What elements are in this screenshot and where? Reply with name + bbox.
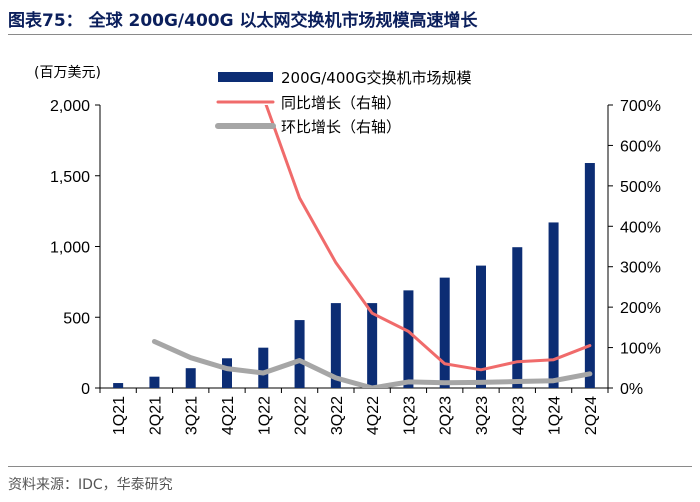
- line-series: [151, 105, 593, 388]
- bar: [222, 358, 232, 388]
- x-tick-label: 4Q21: [220, 396, 237, 435]
- legend-item-yoy-label: 同比增长（右轴）: [281, 94, 401, 112]
- x-tick-label: 1Q21: [111, 396, 128, 435]
- bar: [113, 383, 124, 388]
- left-tick-label: 1,000: [50, 240, 90, 257]
- left-axis-unit: (百万美元): [34, 65, 101, 81]
- bar: [185, 368, 196, 388]
- left-tick-label: 1,500: [50, 169, 90, 186]
- axes: [95, 104, 613, 393]
- right-tick-label: 700%: [620, 98, 661, 115]
- left-tick-label: 2,000: [50, 98, 90, 115]
- x-tick-label: 1Q23: [401, 396, 418, 435]
- bar: [439, 277, 450, 388]
- bar: [367, 303, 378, 388]
- bar: [330, 303, 341, 388]
- x-tick-label: 4Q23: [510, 396, 527, 435]
- legend-item-market-size-swatch: [218, 72, 273, 82]
- right-tick-label: 300%: [620, 260, 661, 277]
- right-tick-label: 0%: [620, 381, 643, 398]
- x-tick-label: 2Q24: [583, 396, 600, 435]
- bar: [294, 320, 305, 388]
- tick-labels: 0 500 1,000 1,500 2,000 0% 100% 200% 300% 400% 500…: [50, 98, 661, 435]
- x-tick-label: 2Q23: [438, 396, 455, 435]
- bar: [584, 163, 595, 388]
- x-tick-label: 2Q22: [293, 396, 310, 435]
- x-tick-label: 3Q21: [184, 396, 201, 435]
- legend-item-qoq-label: 环比增长（右轴）: [281, 118, 401, 136]
- right-tick-label: 100%: [620, 341, 661, 358]
- right-tick-label: 400%: [620, 219, 661, 236]
- bar: [548, 222, 559, 388]
- x-tick-label: 1Q24: [547, 396, 564, 435]
- bar: [476, 265, 486, 388]
- x-tick-label: 3Q23: [474, 396, 491, 435]
- bar: [403, 290, 414, 388]
- chart-title: 图表75： 全球 200G/400G 以太网交换机市场规模高速增长: [8, 11, 478, 31]
- source-note: 资料来源：IDC，华泰研究: [8, 477, 173, 493]
- bar: [149, 376, 160, 388]
- x-tick-label: 4Q22: [365, 396, 382, 435]
- bar: [258, 347, 269, 388]
- qoq-growth-line: [151, 339, 593, 388]
- right-tick-label: 200%: [620, 300, 661, 317]
- bar: [512, 247, 523, 388]
- legend-item-market-size-label: 200G/400G交换机市场规模: [281, 69, 472, 87]
- right-tick-label: 500%: [620, 179, 661, 196]
- title-divider: [8, 34, 692, 35]
- x-tick-label: 1Q22: [256, 396, 273, 435]
- right-tick-label: 600%: [620, 138, 661, 155]
- x-tick-label: 2Q21: [147, 396, 164, 435]
- x-tick-label: 3Q22: [329, 396, 346, 435]
- yoy-growth-line: [264, 105, 592, 372]
- source-divider: [8, 466, 692, 467]
- left-tick-label: 500: [63, 310, 90, 327]
- bar-series: [113, 163, 595, 388]
- left-tick-label: 0: [81, 381, 90, 398]
